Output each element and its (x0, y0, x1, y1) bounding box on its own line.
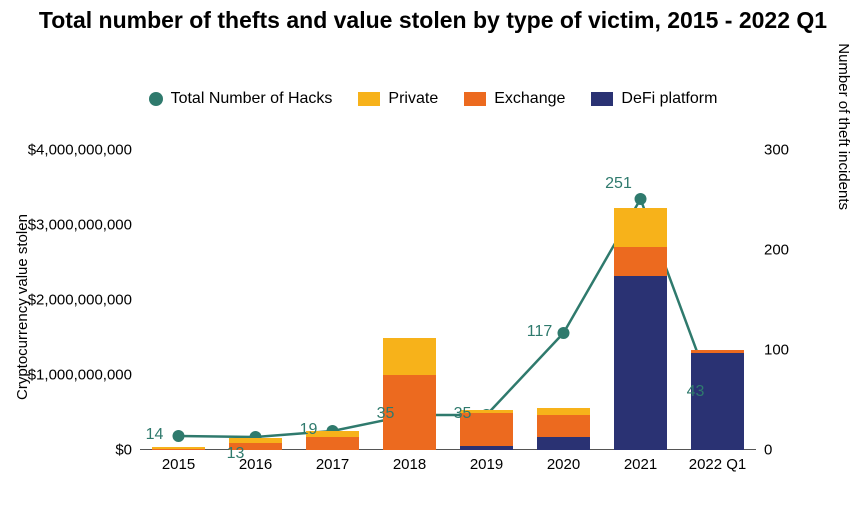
legend-item-defi: DeFi platform (591, 90, 717, 108)
x-tick: 2022 Q1 (689, 450, 747, 473)
legend-dot-icon (149, 92, 163, 106)
bar-segment-defi (460, 446, 514, 450)
legend-item-line: Total Number of Hacks (149, 90, 333, 108)
bar-segment-exchange (691, 350, 745, 353)
y-left-tick: $2,000,000,000 (28, 292, 140, 309)
bar-segment-exchange (152, 449, 206, 450)
bar-segment-private (152, 447, 206, 449)
hacks-point-label: 13 (227, 445, 245, 463)
legend-label: Private (388, 90, 438, 108)
legend-label: Exchange (494, 90, 565, 108)
plot-area: $0$1,000,000,000$2,000,000,000$3,000,000… (140, 150, 756, 450)
hacks-point (173, 430, 185, 442)
x-tick: 2021 (624, 450, 657, 473)
chart-title: Total number of thefts and value stolen … (0, 6, 866, 35)
bar-segment-exchange (306, 437, 360, 450)
x-tick: 2015 (162, 450, 195, 473)
hacks-point-label: 251 (605, 175, 632, 193)
hacks-point-label: 35 (377, 405, 395, 423)
y-axis-right-title: Number of theft incidents (835, 43, 852, 210)
bar-segment-private (614, 208, 668, 247)
legend-label: DeFi platform (621, 90, 717, 108)
bar-segment-private (383, 338, 437, 375)
y-right-tick: 200 (756, 242, 789, 259)
chart-container: Total number of thefts and value stolen … (0, 0, 866, 513)
x-tick: 2019 (470, 450, 503, 473)
bar-segment-defi (614, 276, 668, 450)
bar-segment-private (229, 438, 283, 443)
hacks-point-label: 35 (454, 405, 472, 423)
y-left-tick: $4,000,000,000 (28, 142, 140, 159)
legend-item-private: Private (358, 90, 438, 108)
legend-swatch-icon (358, 92, 380, 106)
hacks-point-label: 117 (527, 323, 553, 341)
legend-item-exchange: Exchange (464, 90, 565, 108)
hacks-point-label: 43 (687, 383, 705, 401)
bar-segment-defi (691, 353, 745, 451)
bar-segment-exchange (537, 415, 591, 438)
legend-swatch-icon (591, 92, 613, 106)
bar-segment-defi (537, 437, 591, 450)
y-right-tick: 300 (756, 142, 789, 159)
x-tick: 2018 (393, 450, 426, 473)
y-right-tick: 100 (756, 342, 789, 359)
hacks-point (635, 193, 647, 205)
hacks-point-label: 14 (146, 426, 164, 444)
legend: Total Number of Hacks Private Exchange DeFi… (0, 90, 866, 108)
hacks-point (558, 327, 570, 339)
y-left-tick: $0 (115, 442, 140, 459)
y-left-tick: $3,000,000,000 (28, 217, 140, 234)
x-tick: 2017 (316, 450, 349, 473)
hacks-point-label: 19 (300, 421, 318, 439)
x-tick: 2020 (547, 450, 580, 473)
legend-swatch-icon (464, 92, 486, 106)
bar-segment-exchange (614, 247, 668, 276)
bar-segment-private (537, 408, 591, 415)
y-right-tick: 0 (756, 442, 772, 459)
y-left-tick: $1,000,000,000 (28, 367, 140, 384)
legend-label: Total Number of Hacks (171, 90, 333, 108)
